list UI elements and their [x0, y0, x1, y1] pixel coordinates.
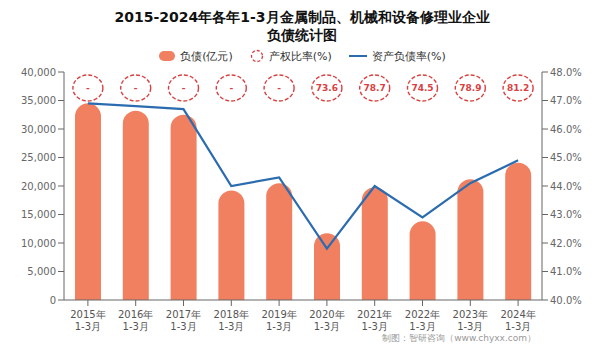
svg-text:2015年1-3月: 2015年1-3月 [70, 309, 105, 332]
svg-text:2016年1-3月: 2016年1-3月 [118, 309, 153, 332]
svg-text:40.0%: 40.0% [550, 295, 582, 306]
svg-text:15,000: 15,000 [21, 209, 56, 220]
svg-text:47.0%: 47.0% [550, 95, 582, 106]
svg-text:2024年1-3月: 2024年1-3月 [500, 309, 535, 332]
svg-text:2017年1-3月: 2017年1-3月 [166, 309, 201, 332]
svg-text:46.0%: 46.0% [550, 124, 582, 135]
html-text:负债统计图: 负债统计图 [267, 27, 337, 43]
svg-text:2023年1-3月: 2023年1-3月 [453, 309, 488, 332]
svg-text:25,000: 25,000 [21, 152, 56, 163]
svg-text:81.2: 81.2 [507, 83, 529, 93]
svg-text:44.0%: 44.0% [550, 181, 582, 192]
svg-text:2019年1-3月: 2019年1-3月 [261, 309, 296, 332]
svg-text:74.5: 74.5 [411, 83, 433, 93]
svg-text:-: - [277, 83, 281, 93]
svg-text:35,000: 35,000 [21, 95, 56, 106]
svg-text:45.0%: 45.0% [550, 152, 582, 163]
svg-text:2020年1-3月: 2020年1-3月 [309, 309, 344, 332]
html-text:2015-2024年各年1-3月金属制品、机械和设备修理业企: 2015-2024年各年1-3月金属制品、机械和设备修理业企业 [114, 9, 490, 25]
svg-text:2018年1-3月: 2018年1-3月 [214, 309, 249, 332]
svg-text:-: - [182, 83, 186, 93]
svg-text:78.9: 78.9 [459, 83, 481, 93]
html-text:制图：智研咨询（www.chyxx.com）: 制图：智研咨询（www.chyxx.com） [382, 333, 536, 343]
svg-text:73.6: 73.6 [316, 83, 338, 93]
html-text:资产负债率(%): 资产负债率(%) [371, 49, 446, 63]
svg-text:2021年1-3月: 2021年1-3月 [357, 309, 392, 332]
svg-text:5,000: 5,000 [27, 266, 56, 277]
svg-text:78.7: 78.7 [364, 83, 386, 93]
svg-text:43.0%: 43.0% [550, 209, 582, 220]
svg-text:-: - [134, 83, 138, 93]
svg-text:0: 0 [50, 295, 56, 306]
svg-text:41.0%: 41.0% [550, 266, 582, 277]
svg-text:10,000: 10,000 [21, 238, 56, 249]
svg-text:-: - [86, 83, 90, 93]
html-text:负债(亿元): 负债(亿元) [180, 49, 233, 63]
html-text:产权比率(%): 产权比率(%) [268, 49, 332, 63]
svg-text:2022年1-3月: 2022年1-3月 [405, 309, 440, 332]
svg-text:20,000: 20,000 [21, 181, 56, 192]
svg-text:48.0%: 48.0% [550, 67, 582, 78]
svg-text:-: - [229, 83, 233, 93]
svg-text:30,000: 30,000 [21, 124, 56, 135]
svg-text:42.0%: 42.0% [550, 238, 582, 249]
svg-text:40,000: 40,000 [21, 67, 56, 78]
